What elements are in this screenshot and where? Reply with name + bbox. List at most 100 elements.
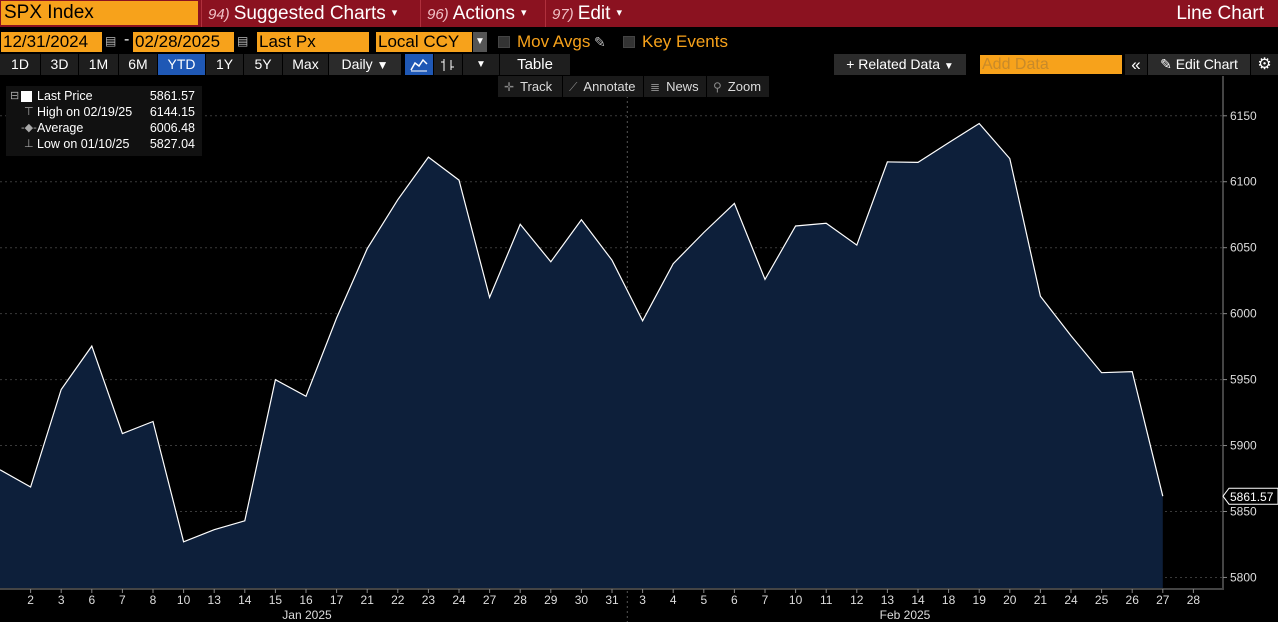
x-tick-label: 12: [850, 593, 864, 607]
x-tick-label: 20: [1003, 593, 1017, 607]
x-tick-label: 25: [1095, 593, 1109, 607]
legend-high: ⊤ High on 02/19/25 6144.15: [6, 104, 202, 120]
caret-down-icon: ▾: [616, 7, 622, 20]
y-tick-label: 6100: [1230, 175, 1257, 189]
y-tick-label: 6050: [1230, 241, 1257, 255]
calendar-icon[interactable]: ▤: [237, 34, 249, 48]
add-data-input[interactable]: Add Data: [980, 55, 1122, 74]
legend-low: ⊥ Low on 01/10/25 5827.04: [6, 136, 202, 152]
x-tick-label: 27: [1156, 593, 1170, 607]
x-tick-label: 11: [820, 593, 833, 607]
legend-label: Average: [37, 121, 84, 135]
x-tick-label: 22: [391, 593, 405, 607]
range-1y-button[interactable]: 1Y: [206, 54, 243, 75]
month-label: Jan 2025: [282, 608, 332, 622]
key-events-label[interactable]: Key Events: [642, 32, 728, 51]
x-tick-label: 14: [238, 593, 252, 607]
frequency-select[interactable]: Daily ▼: [329, 54, 401, 75]
collapse-icon[interactable]: «: [1125, 54, 1147, 75]
related-data-label: Related Data: [858, 56, 940, 72]
menu-number: 96): [427, 6, 449, 23]
zoom-button[interactable]: ⚲ Zoom: [707, 76, 769, 97]
line-chart-icon[interactable]: [405, 54, 433, 75]
news-button[interactable]: ≣ News: [644, 76, 706, 97]
x-tick-label: 26: [1126, 593, 1140, 607]
zoom-label: Zoom: [727, 79, 762, 94]
title-bar: SPX Index 94) Suggested Charts ▾ 96) Action…: [0, 0, 1278, 27]
x-tick-label: 7: [762, 593, 769, 607]
x-tick-label: 24: [1064, 593, 1078, 607]
x-tick-label: 31: [605, 593, 619, 607]
key-events-checkbox[interactable]: [623, 36, 635, 48]
series-swatch: [21, 91, 32, 102]
currency-select[interactable]: Local CCY: [376, 32, 472, 52]
area-fill: [0, 123, 1163, 588]
x-tick-label: 30: [575, 593, 589, 607]
news-label: News: [666, 79, 699, 94]
track-button[interactable]: ✛ Track: [498, 76, 562, 97]
edit-chart-button[interactable]: ✎ Edit Chart: [1148, 54, 1250, 75]
range-3d-button[interactable]: 3D: [41, 54, 78, 75]
range-max-button[interactable]: Max: [283, 54, 328, 75]
menu-number: 97): [552, 6, 574, 23]
caret-down-icon: ▾: [521, 7, 527, 20]
y-tick-label: 5850: [1230, 504, 1257, 518]
x-tick-label: 16: [299, 593, 313, 607]
range-1m-button[interactable]: 1M: [79, 54, 118, 75]
series-line[interactable]: [0, 122, 1164, 543]
plus-icon: +: [846, 56, 855, 72]
mov-avgs-label[interactable]: Mov Avgs: [517, 32, 591, 51]
chart-style-dropdown-icon[interactable]: ▼: [463, 54, 499, 75]
legend-label: High on 02/19/25: [37, 105, 133, 119]
line-chart-glyph: [410, 58, 428, 72]
related-data-button[interactable]: + Related Data ▼: [834, 54, 966, 75]
y-tick-label: 5900: [1230, 439, 1257, 453]
range-ytd-button[interactable]: YTD: [158, 54, 205, 75]
suggested-charts-menu[interactable]: 94) Suggested Charts ▾: [201, 0, 418, 27]
y-tick-label: 6150: [1230, 109, 1257, 123]
high-marker-icon: ⊤: [24, 106, 34, 118]
legend-last-price[interactable]: ⊟ Last Price 5861.57: [6, 88, 202, 104]
bar-chart-icon[interactable]: [434, 54, 462, 75]
y-tick-label: 6000: [1230, 307, 1257, 321]
legend-average: -◆- Average 6006.48: [6, 120, 202, 136]
chart-legend: ⊟ Last Price 5861.57 ⊤ High on 02/19/25 …: [6, 86, 202, 156]
caret-down-icon: ▼: [943, 61, 954, 72]
range-6m-button[interactable]: 6M: [119, 54, 157, 75]
price-chart[interactable]: 5800 5850 5900 5950 6000 6050 6100 6150 5861.57 2…: [0, 76, 1278, 622]
range-5y-button[interactable]: 5Y: [244, 54, 282, 75]
gear-icon[interactable]: ⚙: [1251, 54, 1278, 75]
annotate-label: Annotate: [583, 79, 636, 94]
end-date-field[interactable]: 02/28/2025: [133, 32, 234, 52]
menu-label: Actions: [452, 3, 515, 24]
actions-menu[interactable]: 96) Actions ▾: [420, 0, 542, 27]
edit-menu[interactable]: 97) Edit ▾: [545, 0, 638, 27]
x-tick-label: 14: [911, 593, 925, 607]
caret-down-icon: ▼: [376, 58, 389, 72]
legend-value: 6006.48: [149, 121, 195, 135]
x-tick-label: 13: [881, 593, 895, 607]
pencil-icon[interactable]: ✎: [594, 34, 606, 50]
field-select[interactable]: Last Px: [257, 32, 369, 52]
calendar-icon[interactable]: ▤: [105, 34, 117, 48]
x-tick-label: 6: [88, 593, 95, 607]
legend-value: 6144.15: [149, 105, 195, 119]
x-tick-label: 24: [452, 593, 466, 607]
x-tick-label: 3: [639, 593, 646, 607]
menu-label: Suggested Charts: [233, 3, 386, 24]
x-tick-label: 28: [514, 593, 528, 607]
range-1d-button[interactable]: 1D: [0, 54, 40, 75]
chevron-down-icon[interactable]: ▼: [473, 32, 487, 52]
y-tick-label: 5950: [1230, 373, 1257, 387]
mov-avgs-checkbox[interactable]: [498, 36, 510, 48]
start-date-field[interactable]: 12/31/2024: [1, 32, 102, 52]
table-button[interactable]: Table: [500, 54, 570, 75]
annotate-button[interactable]: ⟋ Annotate: [563, 76, 643, 97]
ticker-field[interactable]: SPX Index: [1, 1, 198, 25]
x-tick-label: 8: [150, 593, 157, 607]
news-icon: ≣: [650, 80, 661, 94]
range-row: 1D 3D 1M 6M YTD 1Y 5Y Max Daily ▼ ▼ Tabl…: [0, 54, 1278, 75]
menu-label: Edit: [577, 3, 611, 24]
month-label: Feb 2025: [880, 608, 931, 622]
menu-number: 94): [208, 6, 230, 23]
